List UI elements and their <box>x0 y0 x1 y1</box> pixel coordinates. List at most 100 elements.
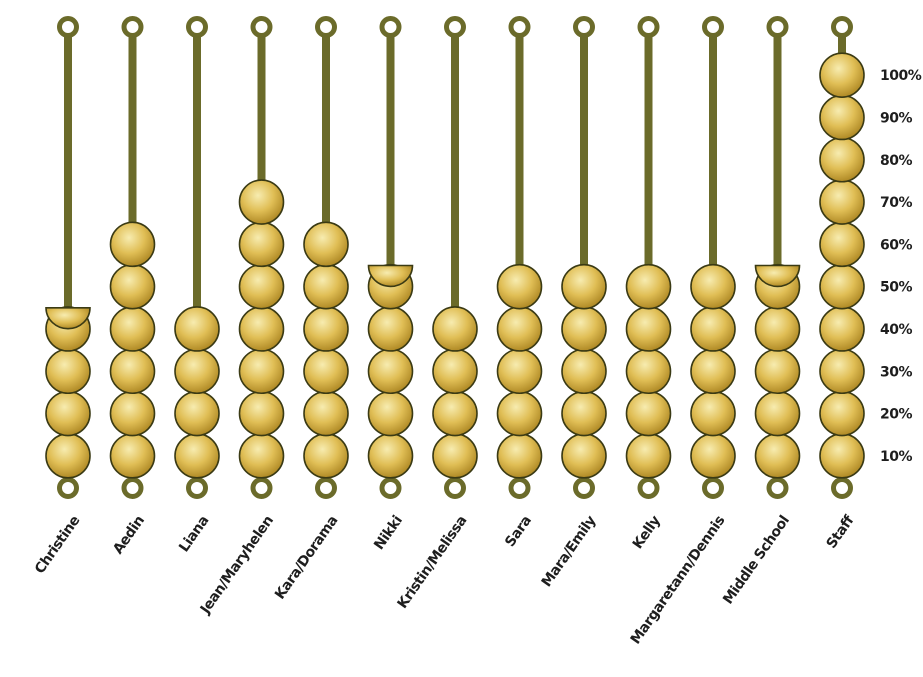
bottom-ring <box>508 477 531 499</box>
bead <box>561 390 607 437</box>
bead <box>303 390 349 437</box>
bead <box>819 179 865 225</box>
bead <box>496 263 543 310</box>
bead <box>690 390 736 437</box>
bead <box>561 306 607 352</box>
rod <box>386 35 395 480</box>
abacus-column <box>109 16 156 499</box>
bead <box>367 306 414 352</box>
bead <box>496 433 543 479</box>
bead <box>432 306 478 352</box>
bead <box>690 306 736 352</box>
bottom-ring <box>637 477 660 499</box>
half-bead <box>45 307 91 330</box>
category-label: Kara/Dorama <box>272 513 341 602</box>
rod <box>580 35 588 480</box>
rod <box>644 35 653 480</box>
rod <box>515 35 524 480</box>
bead <box>303 263 349 310</box>
bead <box>174 390 220 437</box>
top-ring <box>573 16 595 38</box>
top-ring <box>637 16 660 38</box>
bead <box>754 433 801 479</box>
top-ring <box>702 16 724 38</box>
percent-tick-label: 70% <box>880 195 912 211</box>
bead <box>238 306 285 352</box>
bead <box>625 306 672 352</box>
abacus-column <box>561 16 607 499</box>
rod <box>451 35 459 480</box>
percent-tick-label: 20% <box>880 407 912 423</box>
bead <box>367 348 414 395</box>
bead <box>561 263 607 310</box>
category-label: Kristin/Melissa <box>395 513 471 612</box>
percent-tick-label: 50% <box>880 280 912 296</box>
bead <box>754 306 801 352</box>
top-ring <box>57 16 79 38</box>
top-ring <box>766 16 789 38</box>
bead <box>238 179 285 225</box>
category-label: Jean/Maryhelen <box>197 513 277 618</box>
bead <box>303 348 349 395</box>
top-ring <box>831 16 853 38</box>
bottom-ring <box>315 477 337 499</box>
bead <box>690 263 736 310</box>
abacus-column <box>754 16 801 499</box>
bottom-ring <box>444 477 466 499</box>
bead <box>109 306 156 352</box>
category-label: Kelly <box>630 513 664 552</box>
category-label: Mara/Emily <box>539 513 600 590</box>
rod <box>193 35 201 480</box>
bead <box>496 348 543 395</box>
bottom-ring <box>831 477 853 499</box>
bead <box>625 348 672 395</box>
category-label: Aedin <box>110 513 148 557</box>
rod <box>709 35 717 480</box>
percent-tick-label: 10% <box>880 449 912 465</box>
abacus-column <box>496 16 543 499</box>
abacus-column <box>367 16 414 499</box>
bead <box>109 348 156 395</box>
bead <box>367 390 414 437</box>
bead <box>690 433 736 479</box>
abacus-column <box>625 16 672 499</box>
bead <box>109 221 156 268</box>
bead <box>174 433 220 479</box>
bead <box>754 390 801 437</box>
bottom-ring <box>57 477 79 499</box>
bead <box>819 221 865 268</box>
bead <box>432 390 478 437</box>
abacus-column <box>819 16 865 499</box>
bottom-ring <box>702 477 724 499</box>
abacus-columns <box>45 16 865 499</box>
bead <box>174 348 220 395</box>
rod <box>773 35 782 480</box>
rod <box>64 35 72 480</box>
category-label: Nikki <box>371 513 406 553</box>
category-labels: Christine Aedin LianaJean/MaryhelenKara/Do… <box>32 512 858 647</box>
abacus-column <box>690 16 736 499</box>
percent-tick-label: 90% <box>880 110 912 126</box>
top-ring <box>250 16 273 38</box>
bead <box>45 348 91 395</box>
half-bead <box>754 264 801 288</box>
bead <box>496 306 543 352</box>
bottom-ring <box>379 477 402 499</box>
bottom-ring <box>573 477 595 499</box>
abacus-column <box>303 16 349 499</box>
bead <box>561 348 607 395</box>
top-ring <box>121 16 144 38</box>
abacus-column <box>238 16 285 499</box>
category-label: Staff <box>824 512 859 552</box>
top-ring <box>379 16 402 38</box>
abacus-column <box>174 16 220 499</box>
top-ring <box>444 16 466 38</box>
top-ring <box>508 16 531 38</box>
bead <box>819 306 865 352</box>
abacus-column <box>432 16 478 499</box>
bead <box>819 136 865 183</box>
bead <box>109 390 156 437</box>
bead <box>238 263 285 310</box>
bead <box>819 263 865 310</box>
